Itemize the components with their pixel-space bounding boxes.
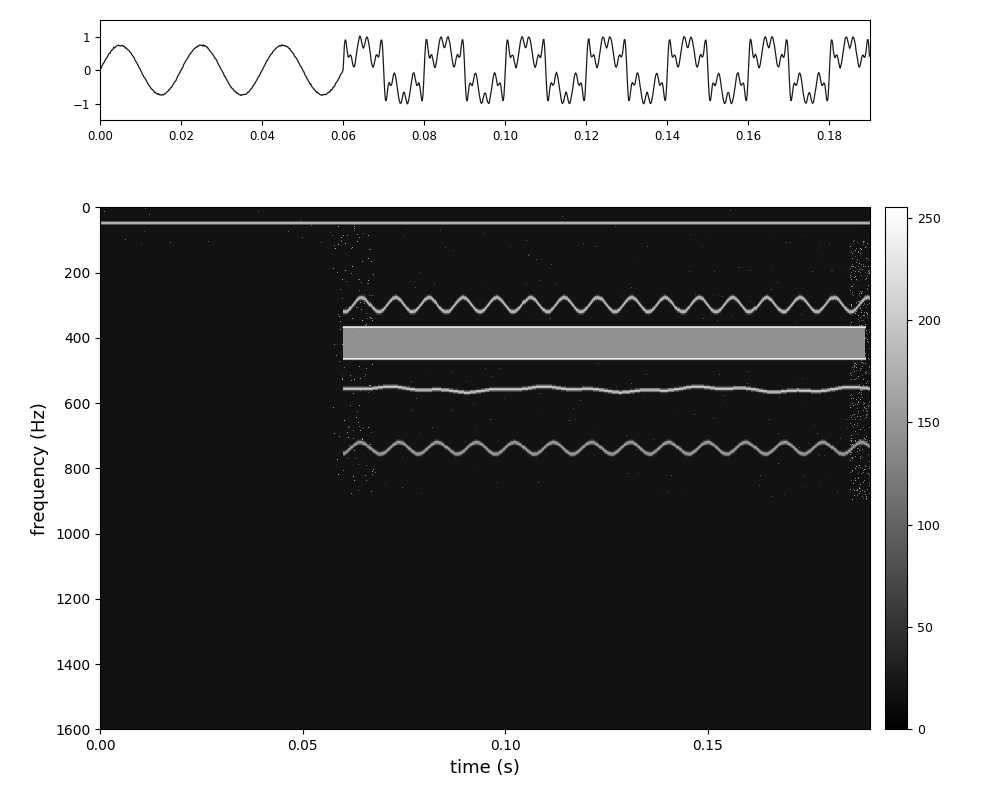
X-axis label: time (s): time (s) [450,759,520,776]
Y-axis label: frequency (Hz): frequency (Hz) [31,402,49,535]
